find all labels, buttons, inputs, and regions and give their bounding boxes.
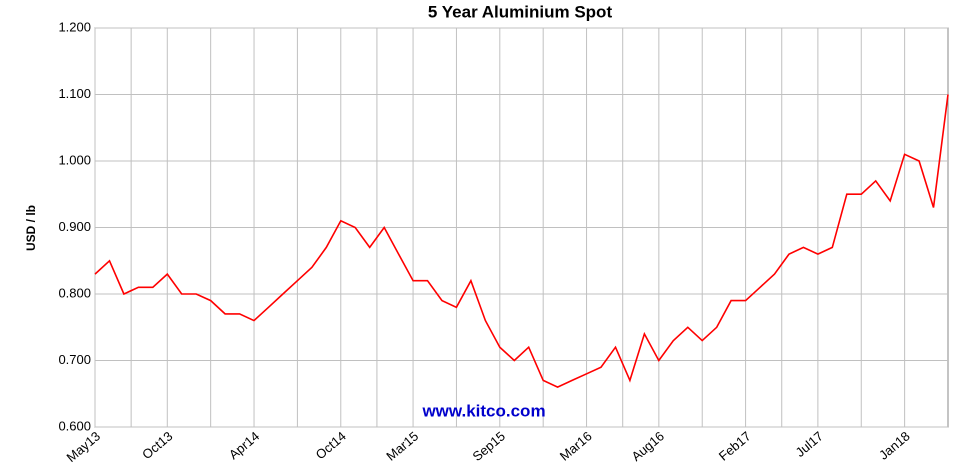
x-tick-label: Jan18 [876, 428, 913, 462]
x-tick-label: Apr14 [226, 428, 262, 462]
y-tick-label: 0.800 [58, 285, 91, 300]
y-tick-label: 1.200 [58, 19, 91, 34]
x-tick-label: Oct13 [139, 428, 175, 462]
x-tick-label: Mar15 [383, 428, 421, 463]
x-tick-label: Aug16 [629, 428, 667, 464]
y-tick-label: 1.100 [58, 86, 91, 101]
y-tick-label: 1.000 [58, 152, 91, 167]
x-tick-label: Oct14 [313, 428, 349, 462]
x-tick-label: Mar16 [557, 428, 595, 463]
x-tick-label: May13 [64, 428, 104, 465]
y-axis-label: USD / lb [24, 205, 38, 251]
x-tick-label: Jul17 [793, 428, 826, 459]
y-tick-label: 0.900 [58, 219, 91, 234]
y-tick-label: 0.600 [58, 418, 91, 433]
chart-title: 5 Year Aluminium Spot [428, 2, 613, 21]
y-tick-label: 0.700 [58, 352, 91, 367]
x-tick-label: Sep15 [470, 428, 508, 464]
watermark: www.kitco.com [421, 401, 545, 420]
x-tick-label: Feb17 [716, 428, 754, 463]
price-line [94, 94, 949, 388]
